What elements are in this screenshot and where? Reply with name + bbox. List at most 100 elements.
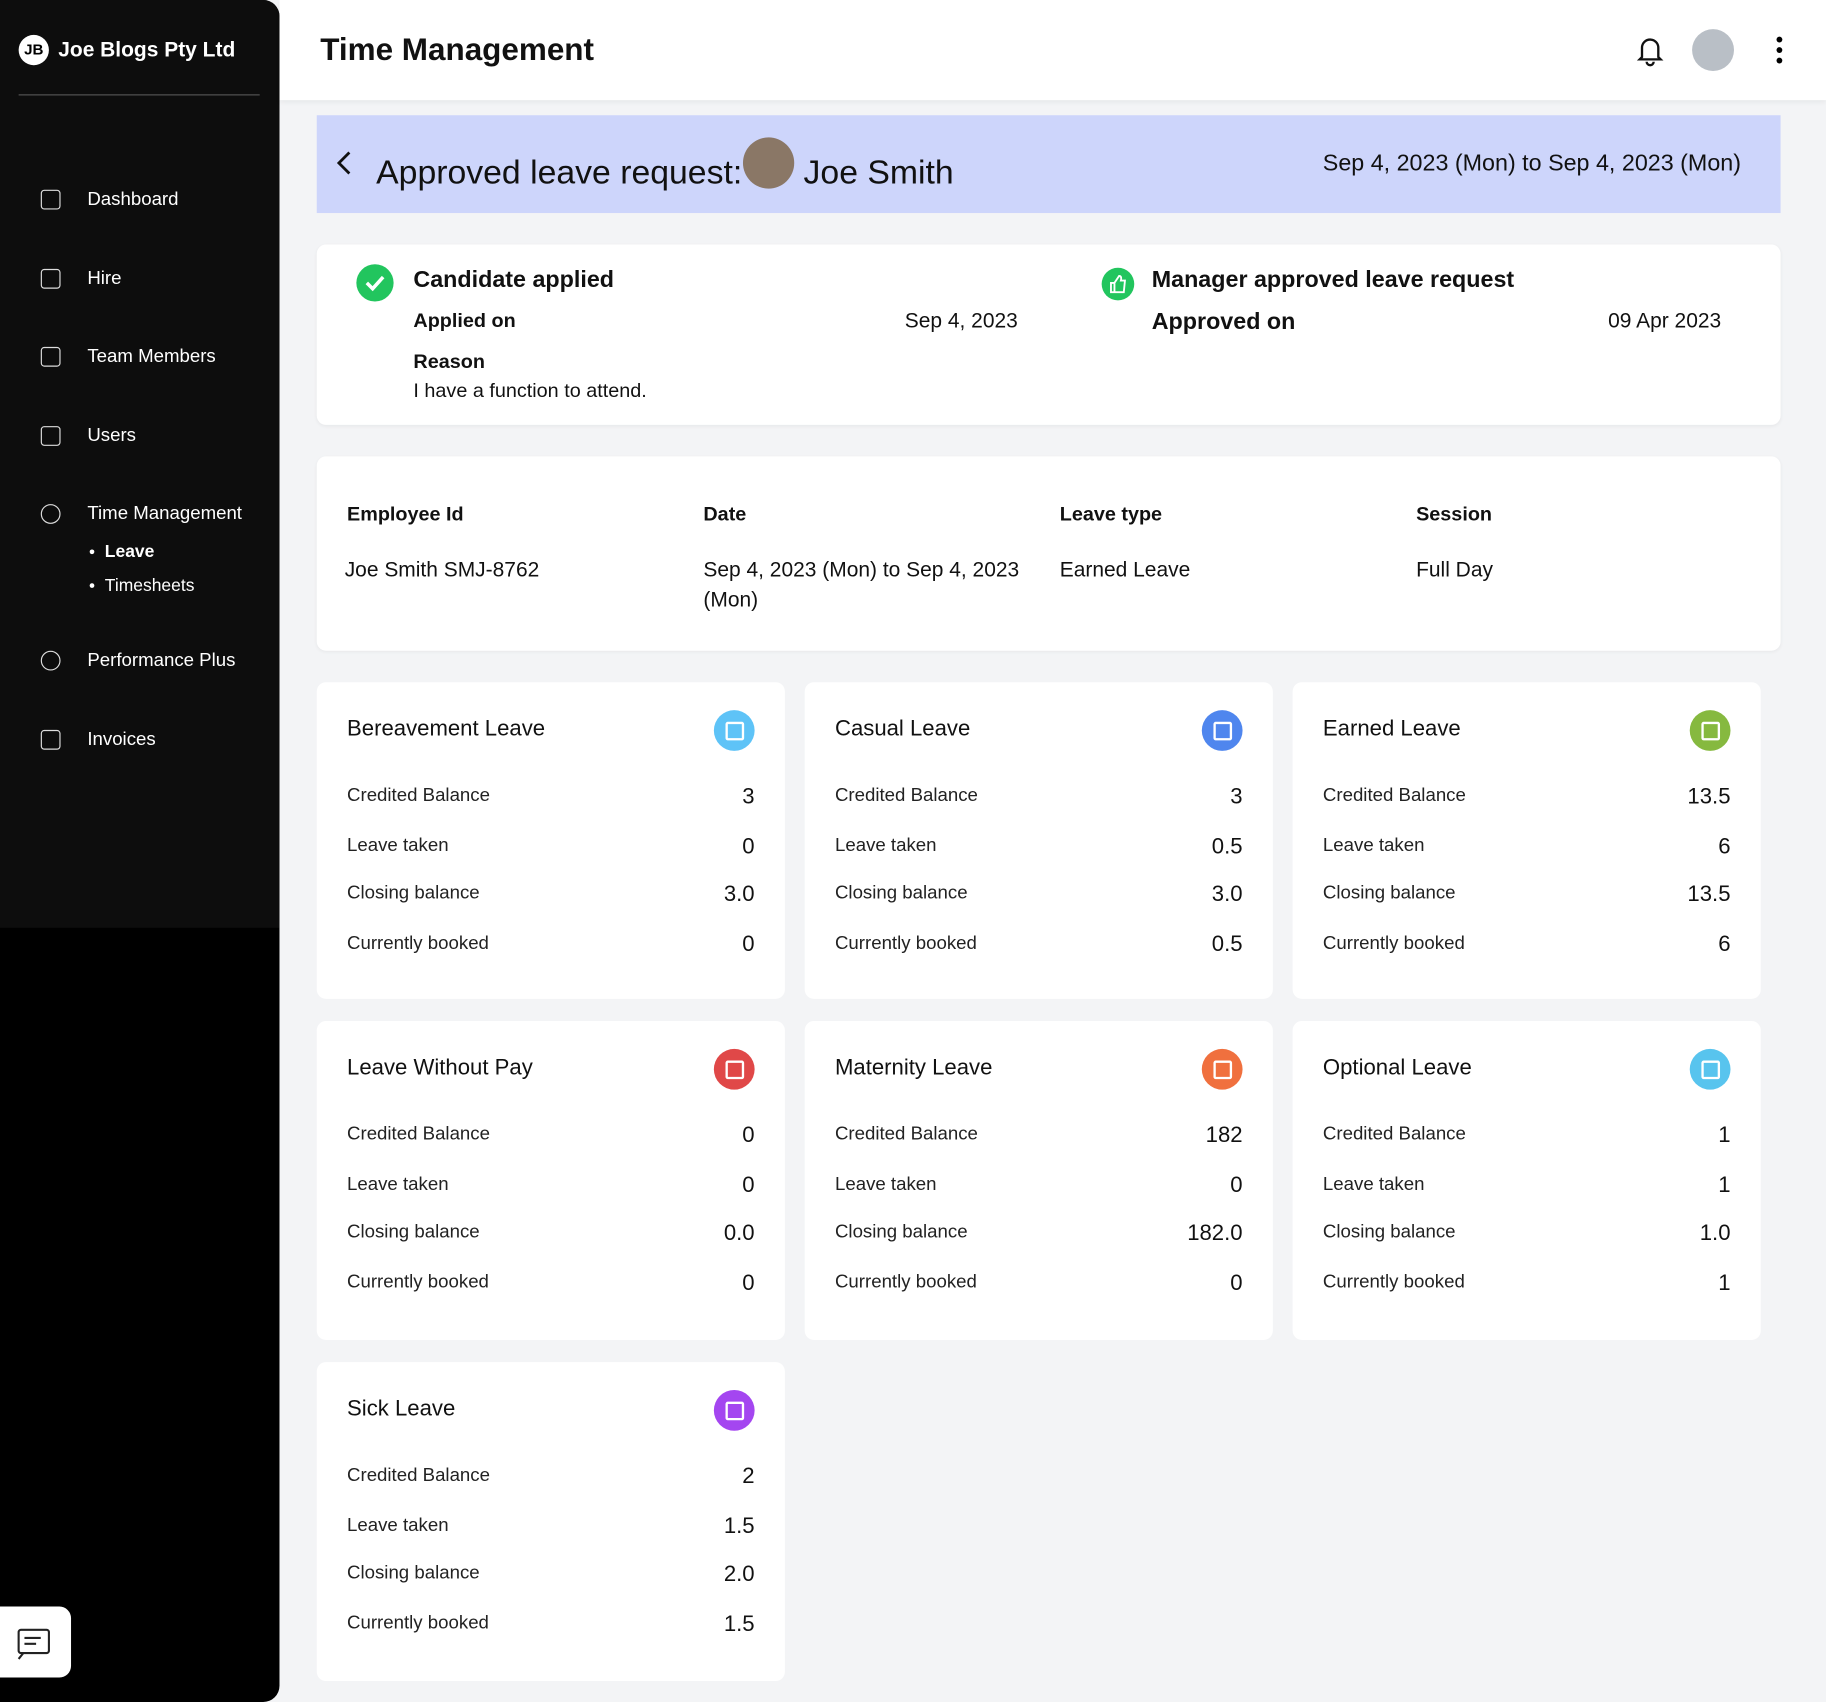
balance-card: Casual Leave Credited Balance 3 Leave taken… <box>804 682 1273 999</box>
balance-icon <box>713 1048 755 1090</box>
balance-row-label: Credited Balance <box>347 1465 490 1486</box>
balance-icon-glyph <box>725 721 745 741</box>
balance-row-label: Leave taken <box>834 835 937 856</box>
detail-header: Leave type <box>1059 502 1163 526</box>
balance-row-value: 0.0 <box>723 1221 755 1246</box>
more-icon[interactable] <box>1770 35 1789 68</box>
page-title: Time Management <box>320 32 595 67</box>
balance-card: Sick Leave Credited Balance 2 Leave taken 1.… <box>316 1362 785 1682</box>
brand-name: Joe Blogs Pty Ltd <box>58 37 236 62</box>
applied-date: Sep 4, 2023 <box>904 309 1018 333</box>
balance-icon-glyph <box>1701 721 1721 741</box>
balance-icon <box>1689 1048 1731 1090</box>
back-button[interactable] <box>333 148 356 178</box>
balance-icon-glyph <box>1213 721 1233 741</box>
balance-row-value: 0 <box>742 1123 755 1148</box>
nav-icon <box>40 189 61 210</box>
chat-icon <box>17 1628 50 1660</box>
balance-row-label: Credited Balance <box>834 785 978 806</box>
nav-item[interactable]: Users <box>87 426 136 446</box>
subnav-item[interactable]: Leave <box>104 541 155 562</box>
balance-title: Leave Without Pay <box>347 1055 533 1081</box>
balance-row-label: Credited Balance <box>834 1124 978 1145</box>
nav-item[interactable]: Invoices <box>87 729 156 750</box>
balance-row-value: 2 <box>742 1464 755 1489</box>
detail-header: Session <box>1416 502 1493 526</box>
details-card: Employee Id Joe Smith SMJ-8762 Date Sep 4, … <box>316 456 1781 651</box>
balance-row-value: 0 <box>742 932 755 957</box>
balance-card: Maternity Leave Credited Balance 182 Leave … <box>804 1020 1273 1340</box>
user-avatar[interactable] <box>1692 29 1735 72</box>
balance-row-label: Leave taken <box>834 1174 937 1195</box>
nav-item[interactable]: Dashboard <box>87 189 179 210</box>
date-range: Sep 4, 2023 (Mon) to Sep 4, 2023 (Mon) <box>1322 150 1741 177</box>
applied-title: Candidate applied <box>413 267 615 293</box>
header: Time Management <box>279 0 1826 101</box>
balance-row-value: 0 <box>742 1173 755 1198</box>
balance-row-label: Closing balance <box>1322 1222 1456 1243</box>
detail-header: Employee Id <box>347 502 464 526</box>
balance-row-value: 0.5 <box>1211 932 1243 957</box>
balance-icon <box>713 1390 755 1431</box>
balance-row-label: Leave taken <box>1322 835 1425 856</box>
balance-card: Earned Leave Credited Balance 13.5 Leave ta… <box>1292 682 1761 999</box>
balance-row-label: Closing balance <box>347 883 480 904</box>
balance-icon <box>713 710 755 751</box>
balance-row-label: Credited Balance <box>1322 1124 1466 1145</box>
balance-row-label: Currently booked <box>347 1272 489 1293</box>
balance-title: Bereavement Leave <box>347 717 546 742</box>
balance-icon <box>1201 710 1243 751</box>
balance-row-label: Leave taken <box>347 835 449 856</box>
employee-avatar <box>742 137 795 189</box>
balance-icon <box>1201 1048 1243 1090</box>
balance-row-value: 1 <box>1718 1173 1731 1198</box>
balance-card: Optional Leave Credited Balance 1 Leave tak… <box>1292 1020 1761 1340</box>
subnav-bullet <box>89 583 95 588</box>
balance-row-label: Closing balance <box>1322 883 1456 904</box>
balance-title: Casual Leave <box>834 717 971 742</box>
applied-label: Applied on <box>413 309 516 332</box>
approved-title: Manager approved leave request <box>1151 267 1515 293</box>
subnav-bullet <box>89 549 95 555</box>
balance-row-value: 1.0 <box>1699 1221 1731 1246</box>
balance-title: Optional Leave <box>1322 1055 1472 1081</box>
balance-row-label: Currently booked <box>1322 933 1465 954</box>
subnav-item[interactable]: Timesheets <box>104 575 195 596</box>
nav-item[interactable]: Time Management <box>87 504 242 524</box>
chat-button[interactable] <box>0 1606 72 1678</box>
balance-row-value: 3 <box>742 784 755 810</box>
balance-row-label: Currently booked <box>834 933 977 954</box>
balance-icon-glyph <box>725 1060 745 1080</box>
applied-icon <box>356 264 394 302</box>
nav-item[interactable]: Team Members <box>87 346 216 367</box>
timeline-card: Candidate applied Applied on Sep 4, 2023… <box>316 244 1781 425</box>
balance-row-value: 2.0 <box>723 1562 755 1587</box>
balance-icon <box>1689 710 1731 751</box>
reason-text: I have a function to attend. <box>413 379 647 402</box>
banner: Approved leave request: Joe Smith Sep 4,… <box>316 115 1781 214</box>
balance-row-value: 0 <box>1230 1271 1243 1296</box>
detail-value: Sep 4, 2023 (Mon) to Sep 4, 2023 (Mon) <box>703 557 1020 612</box>
nav-icon <box>40 346 61 367</box>
nav-icon <box>40 504 61 524</box>
bell-icon[interactable] <box>1633 33 1668 68</box>
brand-logo: JB <box>18 34 49 66</box>
balance-row-label: Currently booked <box>347 933 489 954</box>
detail-value: Joe Smith SMJ-8762 <box>344 557 540 581</box>
balance-row-label: Currently booked <box>834 1272 977 1293</box>
balance-row-value: 13.5 <box>1687 882 1731 907</box>
reason-label: Reason <box>413 350 485 373</box>
balance-row-value: 0 <box>742 1271 755 1296</box>
balance-row-label: Closing balance <box>834 883 968 904</box>
balance-row-value: 1 <box>1718 1123 1731 1148</box>
nav-item[interactable]: Performance Plus <box>87 650 236 671</box>
detail-value: Full Day <box>1416 557 1493 581</box>
employee-name: Joe Smith <box>803 154 954 192</box>
nav-icon <box>40 268 61 289</box>
balance-card: Bereavement Leave Credited Balance 3 Leave … <box>316 682 785 999</box>
nav-item[interactable]: Hire <box>87 268 122 289</box>
detail-header: Date <box>703 502 747 526</box>
detail-value: Earned Leave <box>1059 557 1191 581</box>
balance-icon-glyph <box>1213 1060 1233 1080</box>
